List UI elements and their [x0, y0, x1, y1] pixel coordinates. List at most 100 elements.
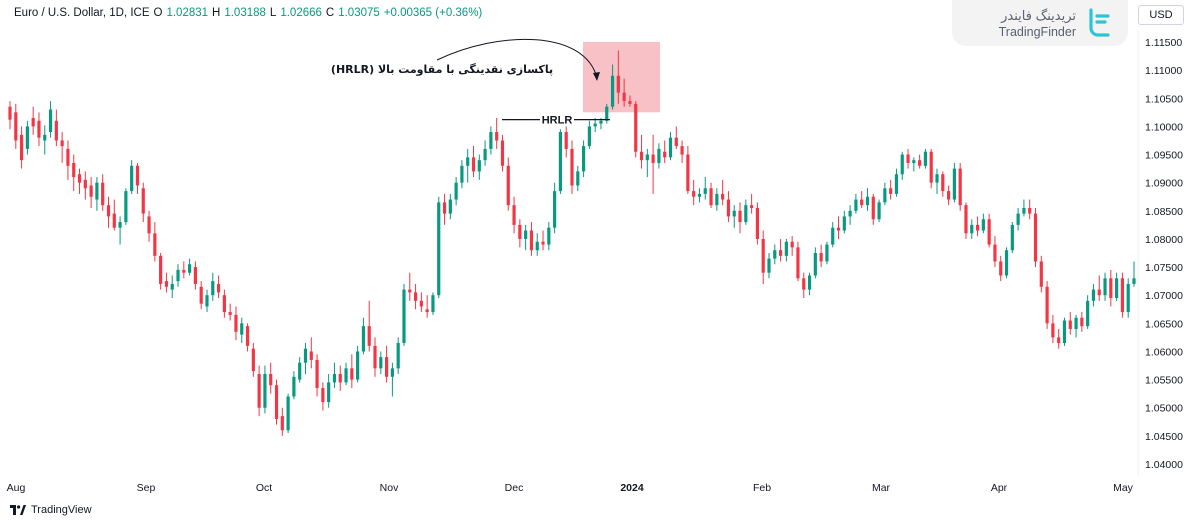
candle-body[interactable]: [471, 157, 476, 172]
candle-body[interactable]: [622, 92, 626, 102]
candle-body[interactable]: [773, 250, 777, 259]
candle-body[interactable]: [535, 241, 539, 251]
candle-body[interactable]: [529, 230, 534, 251]
candle-body[interactable]: [77, 174, 82, 183]
candle-body[interactable]: [889, 188, 893, 194]
candle-body[interactable]: [1062, 320, 1067, 344]
candle-body[interactable]: [251, 348, 255, 372]
candle-body[interactable]: [130, 165, 134, 192]
candle-body[interactable]: [697, 193, 702, 197]
candle-body[interactable]: [408, 289, 412, 293]
candle-body[interactable]: [193, 267, 197, 284]
candle-body[interactable]: [147, 216, 151, 234]
candle-body[interactable]: [124, 191, 128, 223]
candle-body[interactable]: [605, 106, 609, 121]
candle-body[interactable]: [1074, 317, 1078, 329]
liquidity-sweep-zone[interactable]: [583, 42, 660, 113]
candle-body[interactable]: [1033, 213, 1038, 262]
candle-body[interactable]: [616, 75, 620, 93]
candle-body[interactable]: [877, 202, 881, 220]
candle-body[interactable]: [1109, 278, 1113, 299]
candle-body[interactable]: [48, 109, 53, 133]
candle-body[interactable]: [541, 241, 545, 245]
candle-body[interactable]: [987, 219, 991, 245]
candle-body[interactable]: [900, 154, 904, 175]
candle-body[interactable]: [547, 227, 551, 245]
candle-body[interactable]: [500, 140, 505, 166]
candle-body[interactable]: [118, 222, 122, 228]
candle-body[interactable]: [970, 224, 974, 234]
candle-body[interactable]: [634, 103, 638, 152]
candle-body[interactable]: [60, 140, 64, 147]
candle-body[interactable]: [466, 157, 470, 166]
candle-body[interactable]: [975, 224, 980, 231]
candle-body[interactable]: [489, 132, 493, 149]
candle-body[interactable]: [263, 373, 267, 408]
candle-body[interactable]: [315, 359, 319, 389]
candle-body[interactable]: [413, 292, 418, 301]
currency-button[interactable]: USD: [1138, 5, 1184, 25]
candle-body[interactable]: [819, 253, 823, 262]
candle-body[interactable]: [373, 345, 377, 369]
candle-body[interactable]: [309, 351, 313, 360]
candle-body[interactable]: [14, 112, 18, 141]
candle-body[interactable]: [495, 132, 499, 141]
candle-body[interactable]: [1086, 300, 1090, 327]
candle-body[interactable]: [153, 233, 157, 256]
candle-body[interactable]: [240, 323, 244, 335]
candle-body[interactable]: [442, 202, 447, 214]
candle-body[interactable]: [390, 368, 394, 377]
candle-body[interactable]: [477, 160, 481, 172]
candle-body[interactable]: [842, 216, 846, 231]
candle-body[interactable]: [564, 132, 568, 149]
candle-body[interactable]: [558, 132, 563, 192]
tradingview-brand[interactable]: TradingView: [10, 504, 92, 516]
candle-body[interactable]: [865, 196, 870, 206]
candle-body[interactable]: [906, 154, 910, 163]
candle-body[interactable]: [1103, 278, 1107, 296]
candle-body[interactable]: [518, 224, 522, 239]
candle-body[interactable]: [726, 199, 731, 217]
candle-body[interactable]: [437, 202, 441, 296]
candle-body[interactable]: [854, 199, 858, 211]
candle-body[interactable]: [663, 151, 667, 158]
candle-body[interactable]: [1068, 320, 1072, 329]
candle-body[interactable]: [668, 137, 673, 158]
candle-body[interactable]: [912, 160, 916, 163]
candle-body[interactable]: [929, 151, 933, 183]
candle-body[interactable]: [338, 373, 342, 383]
candle-body[interactable]: [570, 148, 574, 186]
candle-body[interactable]: [164, 281, 169, 287]
candle-body[interactable]: [738, 210, 742, 223]
candle-body[interactable]: [512, 205, 516, 225]
candle-body[interactable]: [947, 191, 951, 200]
candle-body[interactable]: [396, 343, 400, 369]
candle-body[interactable]: [657, 148, 661, 163]
candle-body[interactable]: [744, 205, 748, 223]
candle-body[interactable]: [918, 160, 922, 166]
candle-body[interactable]: [228, 312, 232, 315]
candle-body[interactable]: [686, 154, 690, 192]
candle-body[interactable]: [587, 126, 591, 147]
candle-body[interactable]: [651, 154, 655, 163]
candle-body[interactable]: [95, 182, 99, 200]
candle-body[interactable]: [298, 362, 302, 380]
candle-body[interactable]: [993, 244, 997, 262]
candle-body[interactable]: [303, 348, 308, 363]
candle-body[interactable]: [778, 250, 783, 256]
candle-body[interactable]: [1016, 213, 1020, 225]
candle-body[interactable]: [1057, 337, 1061, 344]
candle-body[interactable]: [692, 191, 696, 197]
candle-body[interactable]: [234, 314, 238, 332]
candle-body[interactable]: [807, 275, 812, 290]
candle-body[interactable]: [460, 165, 464, 183]
candle-body[interactable]: [327, 382, 331, 403]
candle-body[interactable]: [72, 162, 76, 178]
candle-body[interactable]: [836, 227, 841, 231]
candle-body[interactable]: [848, 210, 852, 217]
candle-body[interactable]: [350, 368, 354, 380]
candle-body[interactable]: [952, 168, 956, 200]
candle-body[interactable]: [628, 101, 632, 104]
candle-body[interactable]: [199, 286, 203, 304]
candle-body[interactable]: [425, 309, 429, 313]
